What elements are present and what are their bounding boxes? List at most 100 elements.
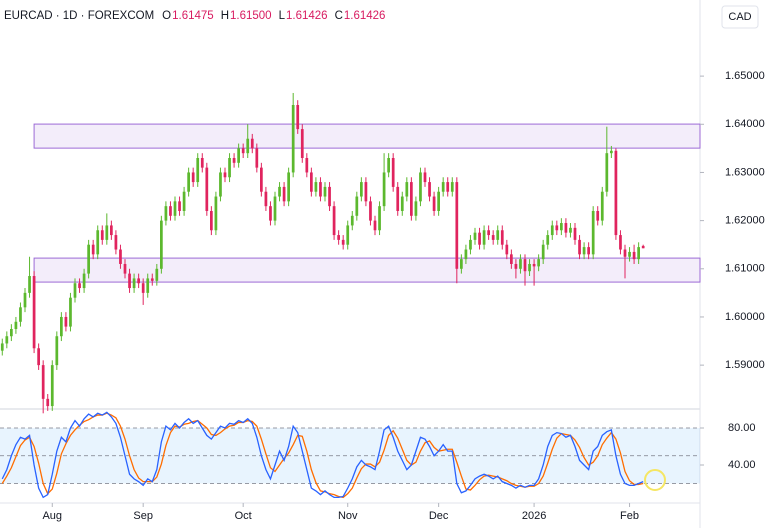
candle-body xyxy=(537,259,540,267)
y-tick-label: 80.00 xyxy=(728,422,756,434)
candle-body xyxy=(28,276,31,293)
candle-body xyxy=(460,259,463,269)
candle-body xyxy=(250,138,254,149)
candle-body xyxy=(150,278,154,281)
y-tick-label: 1.60000 xyxy=(725,311,765,323)
candle-body xyxy=(419,172,422,202)
candle-body xyxy=(237,148,240,163)
candle-body xyxy=(169,206,172,216)
candle-body xyxy=(137,278,140,284)
candle-body xyxy=(555,225,559,231)
currency-box[interactable] xyxy=(721,5,759,29)
candle-body xyxy=(96,230,100,255)
candle-body xyxy=(469,239,472,250)
candle-body xyxy=(255,148,259,168)
candle-body xyxy=(69,297,72,327)
candle-body xyxy=(550,225,554,236)
candle-body xyxy=(369,201,372,221)
candle-body xyxy=(591,210,595,255)
y-tick-label: 1.65000 xyxy=(725,70,765,82)
candle-body xyxy=(541,244,545,260)
candle-body xyxy=(510,254,513,264)
candle-body xyxy=(578,239,581,255)
candle-body xyxy=(41,365,45,399)
header: EURCAD · 1D · FOREXCOM xyxy=(4,10,154,22)
symbol-title: EURCAD · 1D · FOREXCOM xyxy=(4,10,154,22)
candle-body xyxy=(228,157,231,178)
candle-body xyxy=(464,249,468,260)
candle-body xyxy=(610,150,613,154)
candle-body xyxy=(428,182,431,197)
candle-body xyxy=(60,316,63,337)
ohlc-key: C xyxy=(335,10,343,22)
candle-body xyxy=(528,263,531,272)
candle-body xyxy=(491,235,495,240)
candle-body xyxy=(141,283,145,293)
ohlc-value: 1.61426 xyxy=(344,10,386,22)
x-tick-label: Oct xyxy=(235,510,252,522)
candle-body xyxy=(64,316,68,327)
candle-body xyxy=(187,172,190,192)
candle-body xyxy=(305,157,309,173)
candle-body xyxy=(473,232,477,240)
candle-body xyxy=(196,157,200,183)
candle-body xyxy=(560,223,563,231)
candle-body xyxy=(328,186,331,207)
candle-body xyxy=(587,247,590,255)
ohlc-value: 1.61475 xyxy=(172,10,214,22)
candle-body xyxy=(82,273,86,289)
candle-body xyxy=(314,182,318,192)
candle-body xyxy=(0,343,4,351)
candle-body xyxy=(132,278,136,289)
candle-body xyxy=(450,182,454,192)
candle-body xyxy=(14,321,18,330)
candle-body xyxy=(87,244,90,274)
zone xyxy=(33,123,701,149)
candle-body xyxy=(455,182,459,269)
candle-body xyxy=(273,196,277,221)
candle-body xyxy=(78,283,81,289)
candle-body xyxy=(523,259,527,272)
candle-body xyxy=(350,215,354,226)
candle-body xyxy=(287,172,290,202)
candle-body xyxy=(119,249,122,264)
x-tick-label: Nov xyxy=(338,510,358,522)
x-tick-label: Sep xyxy=(133,510,153,522)
candle-body xyxy=(382,172,386,207)
highlight-circle xyxy=(644,469,666,491)
x-tick-label: Aug xyxy=(42,510,62,522)
candle-body xyxy=(246,138,250,154)
candle-body xyxy=(19,307,22,322)
ohlc-value: 1.61426 xyxy=(286,10,328,22)
candle-body xyxy=(219,172,222,197)
ohlc-value: 1.61500 xyxy=(230,10,272,22)
candle-body xyxy=(182,191,186,211)
candle-body xyxy=(323,186,327,197)
candle-body xyxy=(446,182,450,192)
candle-body xyxy=(632,251,636,260)
y-tick-label: 1.63000 xyxy=(725,166,765,178)
ohlc-key: L xyxy=(279,10,286,22)
candle-body xyxy=(296,105,300,130)
candle-body xyxy=(519,259,522,269)
candle-body xyxy=(332,206,336,236)
candle-body xyxy=(310,172,313,192)
currency-label[interactable]: CAD xyxy=(728,11,751,23)
candle-body xyxy=(37,348,40,366)
y-tick-label: 1.64000 xyxy=(725,118,765,130)
y-tick-label: 1.59000 xyxy=(725,359,765,371)
candle-body xyxy=(496,230,500,240)
ohlc-key: H xyxy=(221,10,229,22)
candle-body xyxy=(205,167,209,211)
y-tick-label: 1.62000 xyxy=(725,215,765,227)
x-tick-label: 2026 xyxy=(522,510,546,522)
candle-body xyxy=(341,239,345,245)
x-tick-label: Dec xyxy=(429,510,449,522)
candle-body xyxy=(191,172,195,183)
candle-body xyxy=(482,230,486,245)
candle-body xyxy=(210,210,213,231)
candle-body xyxy=(582,247,586,255)
candle-body xyxy=(105,225,109,240)
y-tick-label: 40.00 xyxy=(728,459,756,471)
candle-body xyxy=(569,227,572,233)
